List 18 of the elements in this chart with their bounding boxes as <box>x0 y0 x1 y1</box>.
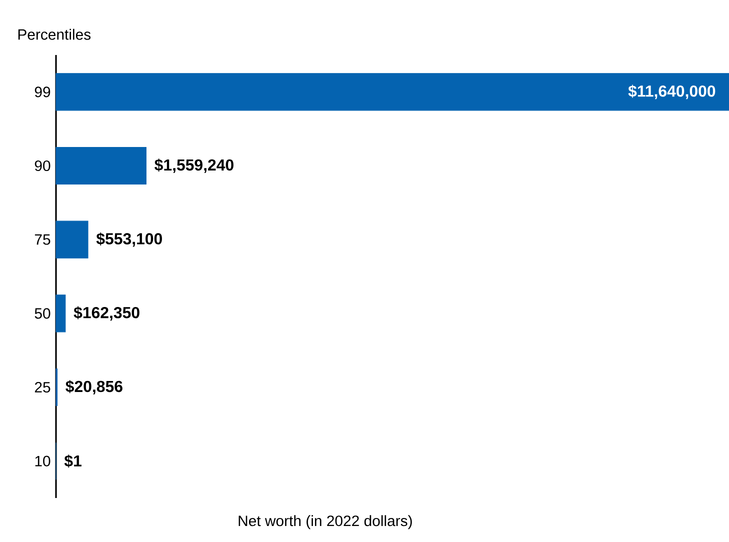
data-label: $11,640,000 <box>628 84 716 100</box>
bar <box>56 146 146 185</box>
data-label: $1,559,240 <box>154 158 234 173</box>
bar <box>56 73 729 111</box>
y-tick-label: 25 <box>34 382 50 393</box>
data-label: $20,856 <box>66 380 122 394</box>
x-axis-title: Net worth (in 2022 dollars) <box>238 515 412 530</box>
y-tick-label: 75 <box>34 234 50 245</box>
y-tick-label: 99 <box>34 86 50 98</box>
data-label: $553,100 <box>96 232 162 247</box>
y-axis-title: Percentiles <box>18 28 91 40</box>
bar <box>56 294 66 332</box>
y-tick-label: 10 <box>35 456 50 466</box>
bar <box>56 220 88 258</box>
y-tick-label: 50 <box>34 308 50 319</box>
data-label: $1 <box>64 454 82 468</box>
y-tick-label: 90 <box>34 160 50 172</box>
data-label: $162,350 <box>74 306 140 321</box>
